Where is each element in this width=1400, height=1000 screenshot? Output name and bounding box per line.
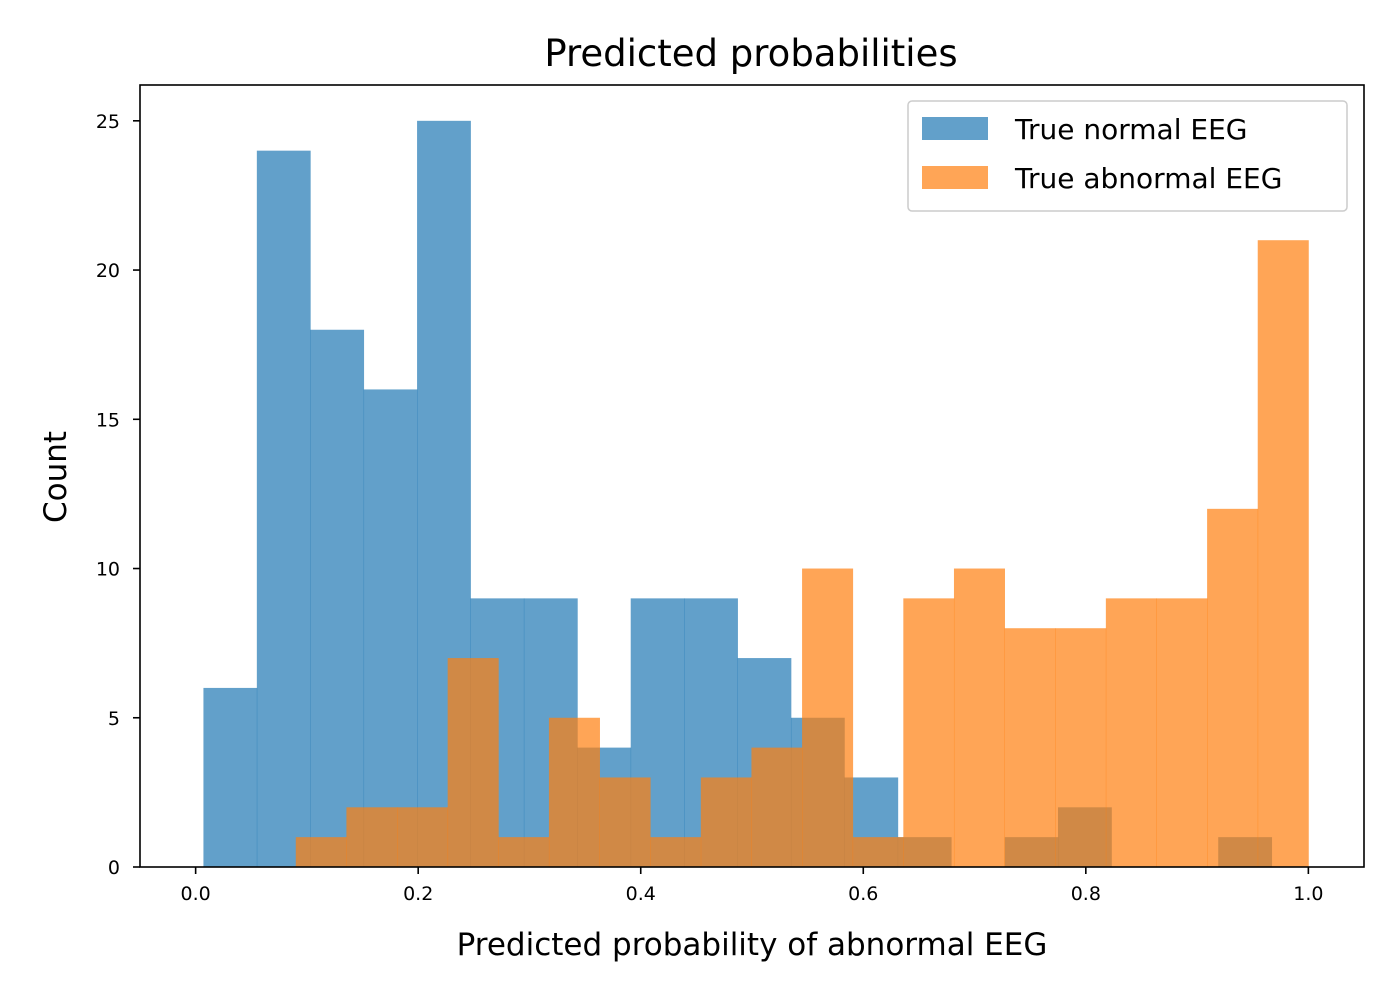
plot-frame [139,84,1365,868]
x-tick-label: 1.0 [1293,883,1323,905]
bar-abnormal-10 [802,568,854,867]
bar-abnormal-1 [346,807,398,867]
bar-abnormal-7 [650,837,702,867]
bar-normal-0 [203,687,258,867]
bar-abnormal-0 [295,837,347,867]
y-tick-label: 0 [108,857,120,879]
y-tick-label: 20 [96,260,120,282]
y-axis: 0 5 10 15 20 25 [96,111,140,879]
bar-normal-2 [310,329,365,867]
bar-abnormal-9 [751,747,803,867]
x-tick-label: 0.8 [1071,883,1101,905]
chart-title: Predicted probabilities [544,32,957,75]
bar-abnormal-8 [700,777,752,867]
legend-label-abnormal: True abnormal EEG [1014,162,1282,195]
legend: True normal EEG True abnormal EEG [907,100,1348,212]
legend-label-normal: True normal EEG [1014,113,1247,146]
bar-abnormal-17 [1156,598,1208,867]
bar-abnormal-19 [1257,240,1309,867]
bar-abnormal-6 [599,777,651,867]
bar-abnormal-15 [1055,628,1107,867]
bar-abnormal-16 [1105,598,1157,867]
bar-abnormal-5 [548,717,600,867]
legend-swatch-abnormal [922,166,988,189]
bar-abnormal-13 [953,568,1005,867]
x-tick-label: 0.2 [403,883,433,905]
y-tick-label: 25 [96,111,120,133]
bar-normal-3 [363,389,418,867]
bar-abnormal-12 [903,598,955,867]
bar-abnormal-11 [852,837,904,867]
bar-abnormal-14 [1004,628,1056,867]
x-tick-label: 0.0 [181,883,211,905]
x-tick-label: 0.4 [626,883,656,905]
legend-box [907,100,1348,212]
y-axis-label: Count [38,431,74,523]
y-tick-label: 5 [108,708,120,730]
y-tick-label: 10 [96,559,120,581]
bar-abnormal-18 [1207,508,1259,867]
x-tick-label: 0.6 [848,883,878,905]
y-tick-label: 15 [96,409,120,431]
x-axis: 0.0 0.2 0.4 0.6 0.8 1.0 [181,867,1323,905]
bars-layer [203,120,1309,867]
bar-abnormal-2 [397,807,449,867]
bar-abnormal-3 [447,658,499,867]
bar-normal-1 [256,150,311,867]
legend-swatch-normal [922,117,988,140]
bar-abnormal-4 [498,837,550,867]
x-axis-label: Predicted probability of abnormal EEG [457,927,1048,963]
